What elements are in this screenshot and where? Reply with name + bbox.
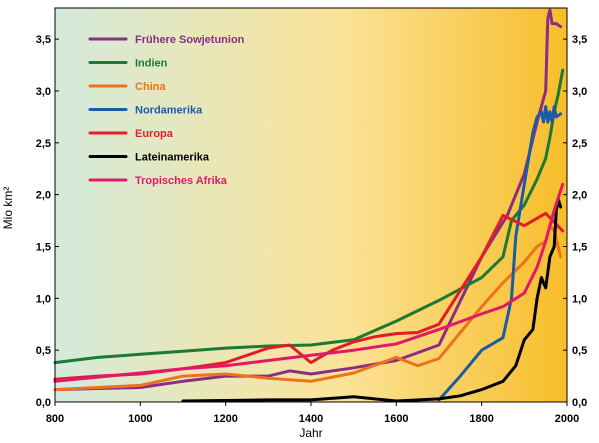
y-tick-label-left: 0,5 xyxy=(36,345,51,357)
y-tick-label-left: 1,0 xyxy=(36,293,51,305)
series-line-5 xyxy=(181,198,563,403)
y-tick-label-right: 0,0 xyxy=(572,397,587,409)
y-tick-label-left: 0,0 xyxy=(36,397,51,409)
y-axis-title: Mio km² xyxy=(1,187,15,230)
legend-label-1: Indien xyxy=(135,58,168,70)
axes-layer: 0,0 0,0 0,5 0,5 1,0 1,0 1,5 1,5 2,0 2,0 2,5 2,5 3,0 3… xyxy=(36,7,587,425)
x-tick-label: 1200 xyxy=(213,413,237,425)
y-tick-label-left: 1,5 xyxy=(36,241,51,253)
x-tick-label: 2000 xyxy=(555,413,579,425)
y-tick-label-left: 2,0 xyxy=(36,190,51,202)
y-tick-label-left: 2,5 xyxy=(36,138,51,150)
y-tick-label-right: 3,5 xyxy=(572,34,587,46)
series-line-3 xyxy=(437,105,563,402)
y-tick-label-right: 2,0 xyxy=(572,190,587,202)
legend-label-6: Tropisches Afrika xyxy=(135,175,228,187)
legend-label-4: Europa xyxy=(135,128,174,140)
y-tick-label-left: 3,5 xyxy=(36,34,51,46)
x-tick-label: 800 xyxy=(46,413,64,425)
x-tick-label: 1800 xyxy=(469,413,493,425)
y-tick-label-right: 3,0 xyxy=(572,86,587,98)
x-axis-title: Jahr xyxy=(299,426,322,440)
x-tick-label: 1600 xyxy=(384,413,408,425)
series-line-6 xyxy=(53,182,565,383)
legend: Frühere Sowjetunion Indien China Nordamerik… xyxy=(88,34,245,187)
plot-background xyxy=(55,8,567,402)
legend-label-5: Lateinamerika xyxy=(135,152,210,164)
series-line-0 xyxy=(53,8,563,392)
y-tick-label-right: 1,5 xyxy=(572,241,587,253)
x-tick-label: 1400 xyxy=(299,413,323,425)
legend-label-3: Nordamerika xyxy=(135,105,203,117)
y-tick-label-left: 3,0 xyxy=(36,86,51,98)
series-layer xyxy=(53,8,565,403)
x-tick-label: 1000 xyxy=(128,413,152,425)
y-tick-label-right: 2,5 xyxy=(572,138,587,150)
legend-label-0: Frühere Sowjetunion xyxy=(135,34,245,46)
y-tick-label-right: 0,5 xyxy=(572,345,587,357)
y-tick-label-right: 1,0 xyxy=(572,293,587,305)
legend-label-2: China xyxy=(135,81,166,93)
